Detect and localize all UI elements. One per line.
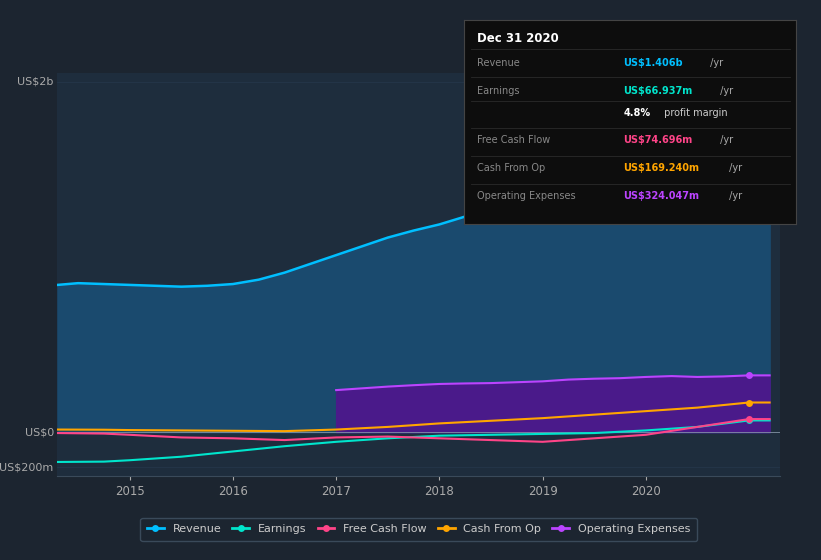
Text: US$1.406b: US$1.406b (623, 58, 683, 68)
Text: Operating Expenses: Operating Expenses (477, 192, 576, 202)
Text: Cash From Op: Cash From Op (477, 163, 545, 173)
Text: 4.8%: 4.8% (623, 108, 650, 118)
Legend: Revenue, Earnings, Free Cash Flow, Cash From Op, Operating Expenses: Revenue, Earnings, Free Cash Flow, Cash … (140, 517, 697, 541)
Text: /yr: /yr (726, 163, 742, 173)
Text: /yr: /yr (717, 86, 732, 96)
Text: Free Cash Flow: Free Cash Flow (477, 135, 550, 145)
Text: US$2b: US$2b (17, 77, 54, 87)
Text: /yr: /yr (717, 135, 732, 145)
Text: profit margin: profit margin (661, 108, 727, 118)
Text: /yr: /yr (707, 58, 723, 68)
Text: US$0: US$0 (25, 427, 54, 437)
Text: US$66.937m: US$66.937m (623, 86, 693, 96)
Text: Dec 31 2020: Dec 31 2020 (477, 32, 559, 45)
Text: Earnings: Earnings (477, 86, 520, 96)
Text: /yr: /yr (726, 192, 742, 202)
Text: US$169.240m: US$169.240m (623, 163, 699, 173)
Text: US$74.696m: US$74.696m (623, 135, 693, 145)
Text: -US$200m: -US$200m (0, 462, 54, 472)
Text: Revenue: Revenue (477, 58, 520, 68)
Text: US$324.047m: US$324.047m (623, 192, 699, 202)
